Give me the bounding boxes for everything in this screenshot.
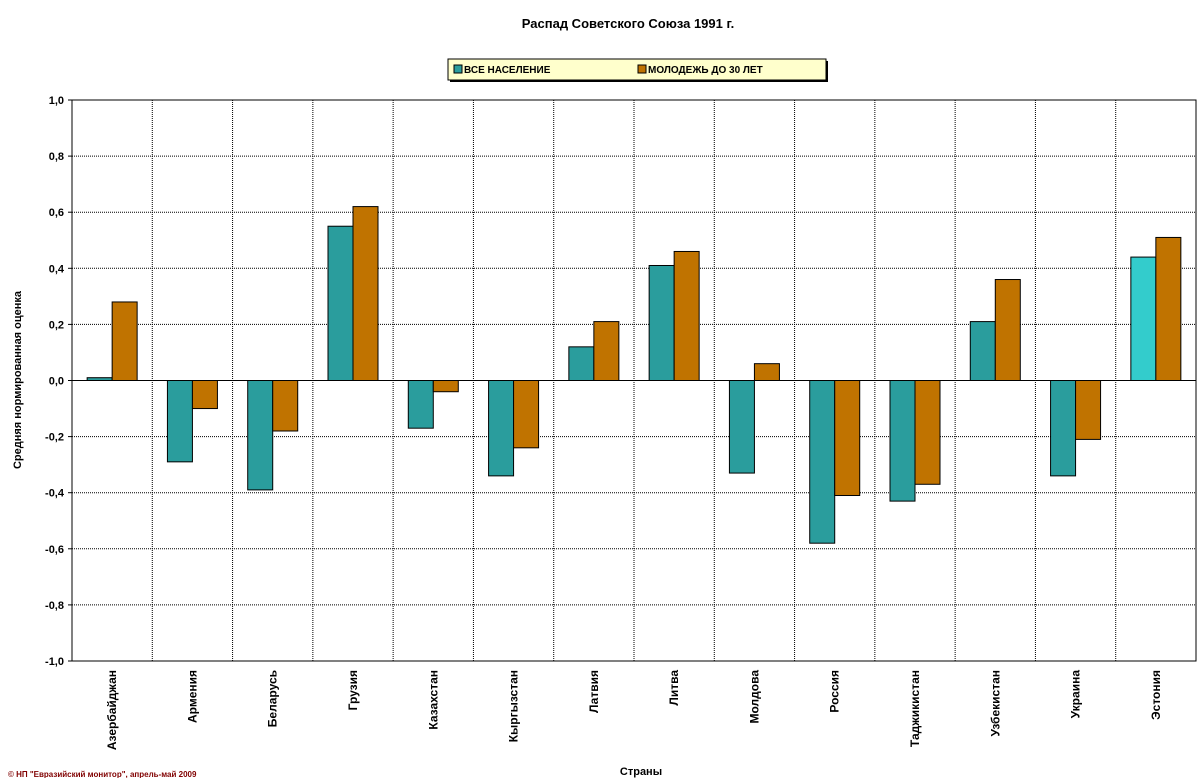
bar-youth-11 bbox=[994, 279, 1021, 381]
x-axis-categories: Азербайджан Армения Беларусь Грузия Казахста… bbox=[105, 670, 1163, 750]
x-tick-label: Таджикистан bbox=[908, 670, 922, 747]
x-tick-label: Беларусь bbox=[266, 670, 280, 727]
bar-all-12 bbox=[1050, 380, 1077, 477]
x-tick-label: Армения bbox=[185, 670, 199, 723]
y-tick-label: -1,0 bbox=[45, 656, 64, 668]
bar-all-9 bbox=[809, 380, 836, 544]
bar-youth-12 bbox=[1075, 380, 1102, 440]
y-tick-label: -0,6 bbox=[45, 544, 64, 556]
y-tick-label: -0,4 bbox=[45, 488, 65, 500]
bar-youth-10 bbox=[914, 380, 941, 485]
bar-all-5 bbox=[488, 380, 515, 477]
footnote: © НП "Евразийский монитор", апрель-май 2… bbox=[8, 770, 197, 778]
x-tick-label: Кыргызстан bbox=[507, 670, 521, 742]
legend-label: ВСЕ НАСЕЛЕНИЕ bbox=[464, 65, 551, 76]
bar-youth-0 bbox=[111, 301, 138, 381]
x-tick-label: Россия bbox=[828, 670, 842, 713]
x-tick-label: Азербайджан bbox=[105, 670, 119, 750]
x-tick-label: Казахстан bbox=[426, 670, 440, 730]
bar-all-10 bbox=[889, 380, 916, 502]
legend-label: МОЛОДЕЖЬ ДО 30 ЛЕТ bbox=[648, 65, 763, 76]
y-tick-label: 0,2 bbox=[49, 319, 64, 331]
bar-youth-3 bbox=[352, 206, 379, 381]
x-tick-label: Латвия bbox=[587, 670, 601, 713]
bar-youth-9 bbox=[834, 380, 861, 497]
bar-youth-4 bbox=[432, 380, 459, 393]
bar-youth-6 bbox=[593, 321, 620, 381]
bar-all-13 bbox=[1130, 256, 1157, 381]
x-tick-label: Узбекистан bbox=[988, 670, 1002, 736]
x-tick-label: Эстония bbox=[1149, 670, 1163, 720]
bar-all-8 bbox=[728, 380, 755, 474]
bar-all-3 bbox=[327, 225, 354, 381]
bar-all-4 bbox=[407, 380, 434, 429]
bar-youth-13 bbox=[1155, 236, 1182, 381]
y-tick-label: 0,8 bbox=[49, 151, 64, 163]
bar-youth-1 bbox=[191, 380, 218, 410]
legend-box bbox=[447, 58, 827, 81]
legend-swatch bbox=[453, 64, 463, 74]
y-tick-label: -0,2 bbox=[45, 432, 64, 444]
x-axis-label: Страны bbox=[620, 766, 662, 778]
bar-all-6 bbox=[568, 346, 595, 381]
bars bbox=[72, 206, 1196, 544]
bar-youth-5 bbox=[513, 380, 540, 449]
y-tick-label: -0,8 bbox=[45, 600, 64, 612]
chart-title: Распад Советского Союза 1991 г. bbox=[522, 16, 734, 31]
x-tick-label: Литва bbox=[667, 670, 681, 706]
bar-youth-8 bbox=[753, 363, 780, 382]
legend-swatch bbox=[637, 64, 647, 74]
bar-youth-7 bbox=[673, 250, 700, 381]
y-axis-label: Средняя нормированная оценка bbox=[12, 290, 24, 469]
bar-all-11 bbox=[969, 321, 996, 381]
y-tick-label: 0,0 bbox=[49, 376, 64, 388]
legend: ВСЕ НАСЕЛЕНИЕ МОЛОДЕЖЬ ДО 30 ЛЕТ bbox=[447, 58, 828, 82]
y-tick-label: 1,0 bbox=[49, 95, 64, 107]
y-axis-ticks: 1,0 0,8 0,6 0,4 0,2 0,0 -0,2 -0,4 -0,6 -0,8 -1,0 bbox=[45, 95, 72, 668]
x-tick-label: Украина bbox=[1069, 670, 1083, 719]
bar-all-7 bbox=[648, 264, 675, 381]
x-tick-label: Грузия bbox=[346, 670, 360, 710]
bar-all-1 bbox=[166, 380, 193, 463]
bar-all-2 bbox=[247, 380, 274, 491]
x-tick-label: Молдова bbox=[747, 670, 761, 724]
y-tick-label: 0,6 bbox=[49, 207, 64, 219]
bar-youth-2 bbox=[272, 380, 299, 432]
y-tick-label: 0,4 bbox=[49, 263, 65, 275]
